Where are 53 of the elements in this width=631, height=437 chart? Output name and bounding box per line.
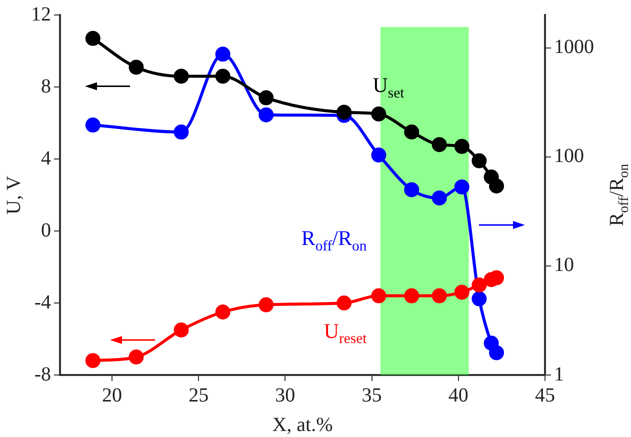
point <box>371 106 386 122</box>
y2-tick-label: 100 <box>554 145 584 168</box>
y-tick-label: 12 <box>31 3 51 26</box>
y2-tick-label: 10 <box>554 254 574 276</box>
point <box>85 30 100 46</box>
point <box>174 124 189 140</box>
point <box>174 68 189 84</box>
y-tick-label: -4 <box>34 291 51 314</box>
point <box>454 179 470 194</box>
point <box>472 278 487 292</box>
x-tick-label: 25 <box>188 384 209 406</box>
point <box>404 288 420 304</box>
point <box>404 124 420 140</box>
x-tick-label: 20 <box>102 384 122 406</box>
point <box>215 304 230 320</box>
point <box>371 288 386 304</box>
point <box>85 118 100 133</box>
y-axis-title: U, V <box>3 175 25 214</box>
point <box>432 190 447 206</box>
point <box>85 353 100 368</box>
point <box>432 288 447 304</box>
point <box>454 138 470 154</box>
y-tick-label: 0 <box>41 219 51 242</box>
point <box>258 90 274 106</box>
point <box>174 322 189 338</box>
point <box>489 345 504 360</box>
point <box>258 107 274 122</box>
point <box>472 291 487 306</box>
point <box>215 46 230 62</box>
point <box>258 297 274 312</box>
y2-tick-label: 1000 <box>554 36 594 58</box>
x-tick-label: 30 <box>275 384 296 406</box>
point <box>454 284 470 300</box>
y2-tick-label: 1 <box>554 363 564 386</box>
point <box>128 350 144 364</box>
point <box>432 137 447 152</box>
point <box>489 270 504 286</box>
point <box>371 148 386 163</box>
x-axis-title: X, at.% <box>272 414 333 436</box>
point <box>472 153 487 168</box>
point <box>336 296 352 310</box>
x-tick-label: 40 <box>448 384 468 406</box>
y-tick-label: 4 <box>41 147 51 170</box>
point <box>128 60 144 75</box>
point <box>489 178 504 194</box>
y-tick-label: 8 <box>41 75 51 98</box>
y2-axis-title: Roff/Ron <box>606 164 631 226</box>
point <box>215 68 230 84</box>
point <box>404 182 420 198</box>
y-tick-label: -8 <box>34 363 51 386</box>
x-tick-label: 35 <box>362 384 382 406</box>
x-tick-label: 45 <box>535 384 555 406</box>
point <box>336 104 352 120</box>
